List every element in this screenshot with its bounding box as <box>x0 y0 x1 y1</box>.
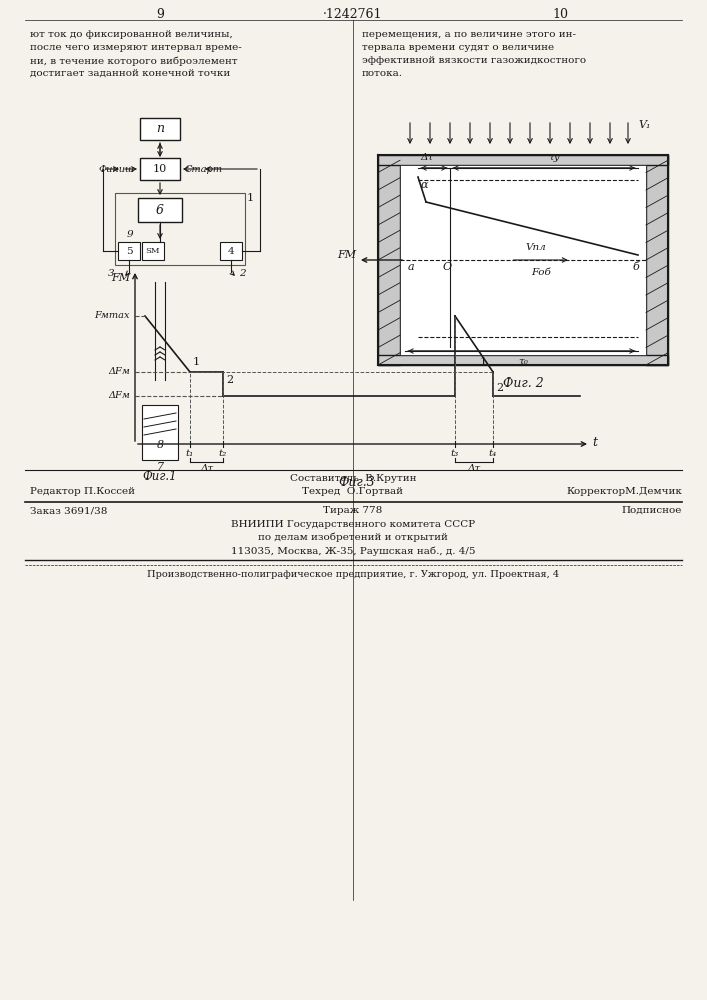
Text: 9: 9 <box>156 8 164 21</box>
Text: КорректорМ.Демчик: КорректорМ.Демчик <box>566 487 682 496</box>
Text: Старт: Старт <box>185 164 223 174</box>
Text: FМ: FМ <box>337 250 356 260</box>
Text: V₁: V₁ <box>638 120 650 130</box>
Text: α: α <box>421 180 428 190</box>
Text: t₂: t₂ <box>219 449 227 458</box>
Text: достигает заданной конечной точки: достигает заданной конечной точки <box>30 69 230 78</box>
Bar <box>378 155 668 165</box>
Bar <box>142 405 178 460</box>
Bar <box>142 242 164 260</box>
Text: 8: 8 <box>156 440 163 450</box>
Text: Δτ: Δτ <box>200 464 213 473</box>
Text: τ₀: τ₀ <box>518 357 528 366</box>
Bar <box>140 158 180 180</box>
Text: 10: 10 <box>153 164 167 174</box>
Text: t₃: t₃ <box>451 449 459 458</box>
Text: 1: 1 <box>480 357 487 367</box>
Text: 10: 10 <box>552 8 568 21</box>
Text: Vпл: Vпл <box>526 243 547 252</box>
Text: t: t <box>592 436 597 450</box>
Text: ΔFм: ΔFм <box>108 366 130 375</box>
Text: после чего измеряют интервал време-: после чего измеряют интервал време- <box>30 43 242 52</box>
Text: Фиг.3: Фиг.3 <box>339 476 375 489</box>
Text: 6: 6 <box>156 204 164 217</box>
Bar <box>140 118 180 140</box>
Text: потока.: потока. <box>362 69 403 78</box>
Text: Составитель  В.Крутин: Составитель В.Крутин <box>290 474 416 483</box>
Text: 113035, Москва, Ж-35, Раушская наб., д. 4/5: 113035, Москва, Ж-35, Раушская наб., д. … <box>230 546 475 556</box>
Text: б: б <box>633 262 639 272</box>
Text: п: п <box>156 122 164 135</box>
Text: Фиг.1: Фиг.1 <box>143 470 177 483</box>
Text: Fоб: Fоб <box>531 268 551 277</box>
Text: Δτ: Δτ <box>467 464 481 473</box>
Text: 7: 7 <box>156 462 163 472</box>
Bar <box>118 242 140 260</box>
Text: Финиш: Финиш <box>99 164 135 174</box>
Text: 1: 1 <box>193 357 200 367</box>
Text: Fмmax: Fмmax <box>95 310 130 320</box>
Text: перемещения, а по величине этого ин-: перемещения, а по величине этого ин- <box>362 30 576 39</box>
Text: t₁: t₁ <box>186 449 194 458</box>
Text: 2: 2 <box>239 269 245 278</box>
Text: SМ: SМ <box>146 247 160 255</box>
Text: FМ: FМ <box>111 273 130 283</box>
Text: Δτ: Δτ <box>420 153 433 162</box>
Text: Заказ 3691/38: Заказ 3691/38 <box>30 506 107 515</box>
Bar <box>115 193 245 265</box>
Text: 2: 2 <box>226 375 233 385</box>
Bar <box>220 242 242 260</box>
Text: а: а <box>408 262 414 272</box>
Bar <box>378 155 400 365</box>
Text: 4: 4 <box>228 246 234 255</box>
Text: Редактор П.Коссей: Редактор П.Коссей <box>30 487 135 496</box>
Bar <box>400 165 646 355</box>
Text: 1: 1 <box>247 193 254 203</box>
Bar <box>138 198 182 222</box>
Text: t₄: t₄ <box>489 449 497 458</box>
Text: ют ток до фиксированной величины,: ют ток до фиксированной величины, <box>30 30 233 39</box>
Text: Тираж 778: Тираж 778 <box>323 506 382 515</box>
Text: ВНИИПИ Государственного комитета СССР: ВНИИПИ Государственного комитета СССР <box>231 520 475 529</box>
Bar <box>646 155 668 365</box>
Text: Фиг. 2: Фиг. 2 <box>503 377 544 390</box>
Text: ΔFм: ΔFм <box>108 390 130 399</box>
Text: 9: 9 <box>127 230 134 239</box>
Text: Техред  О.Гортвай: Техред О.Гортвай <box>303 487 404 496</box>
Text: Подписное: Подписное <box>621 506 682 515</box>
Bar <box>378 355 668 365</box>
Text: O: O <box>443 262 452 272</box>
Text: 5: 5 <box>126 246 132 255</box>
Text: τу: τу <box>548 153 560 162</box>
Text: ·1242761: ·1242761 <box>323 8 382 21</box>
Text: 3: 3 <box>108 269 115 278</box>
Text: Производственно-полиграфическое предприятие, г. Ужгород, ул. Проектная, 4: Производственно-полиграфическое предприя… <box>147 570 559 579</box>
Text: ни, в течение которого виброэлемент: ни, в течение которого виброэлемент <box>30 56 238 66</box>
Text: по делам изобретений и открытий: по делам изобретений и открытий <box>258 533 448 542</box>
Text: тервала времени судят о величине: тервала времени судят о величине <box>362 43 554 52</box>
Text: эффективной вязкости газожидкостного: эффективной вязкости газожидкостного <box>362 56 586 65</box>
Text: 2: 2 <box>496 383 503 393</box>
